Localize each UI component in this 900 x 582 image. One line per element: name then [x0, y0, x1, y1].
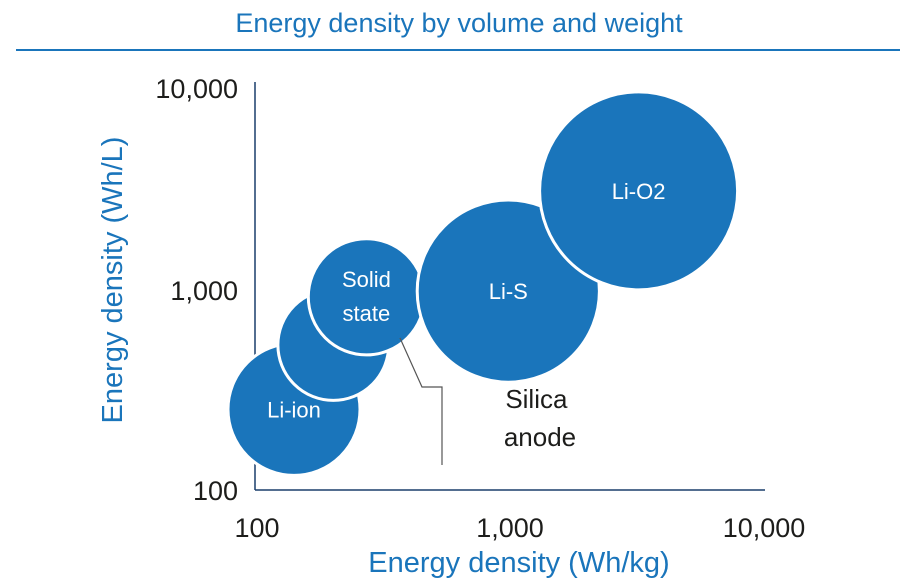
- bubble-li-o2: [538, 90, 740, 292]
- x-tick-label: 100: [234, 513, 279, 543]
- y-tick-label: 1,000: [170, 276, 238, 306]
- bubble-solid-state: [306, 237, 426, 357]
- x-tick-label: 10,000: [723, 513, 806, 543]
- annotation-leader-line: [399, 337, 443, 465]
- y-axis-label: Energy density (Wh/L): [97, 137, 129, 424]
- bubble-li-s: [415, 198, 601, 384]
- x-tick-label: 1,000: [476, 513, 544, 543]
- bubble-label: Solid state: [342, 267, 391, 326]
- bubble-label: Li-ion: [267, 397, 321, 422]
- x-axis-label: Energy density (Wh/kg): [368, 547, 669, 579]
- annotation-text: Silica anode: [504, 384, 576, 452]
- bubble-label: Li-S: [489, 279, 528, 304]
- y-tick-label: 100: [193, 476, 238, 506]
- bubble-group: Li-ion Solid state Li-S Li-O2: [226, 90, 740, 477]
- title-rule: [16, 49, 900, 51]
- y-tick-label: 10,000: [155, 74, 238, 104]
- bubble-label: Li-O2: [612, 179, 666, 204]
- chart-title: Energy density by volume and weight: [235, 8, 683, 38]
